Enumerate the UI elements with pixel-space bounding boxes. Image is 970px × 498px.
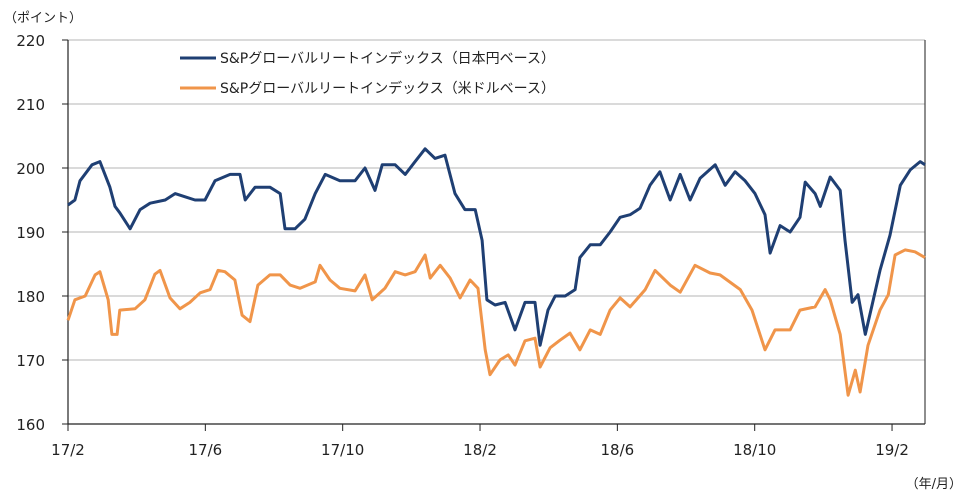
x-tick-label: 18/6 — [601, 441, 635, 459]
x-tick-label: 17/2 — [51, 441, 85, 459]
y-tick-labels: 160 170 180 190 200 210 220 — [16, 32, 45, 434]
series-line-jpy — [67, 147, 926, 347]
x-tick-labels: 17/2 17/6 17/10 18/2 18/6 18/10 19/2 — [51, 441, 909, 459]
y-tick-label: 190 — [16, 224, 45, 242]
y-tick-label: 220 — [16, 32, 45, 50]
series-lines — [66, 147, 926, 397]
legend-label-usd: S&Pグローバルリートインデックス（米ドルベース） — [220, 80, 555, 97]
y-tick-label: 170 — [16, 352, 45, 370]
y-axis-label: （ポイント） — [4, 11, 82, 26]
y-tick-label: 200 — [16, 160, 45, 178]
x-tick-label: 17/6 — [188, 441, 222, 459]
axes — [62, 39, 926, 431]
legend-label-jpy: S&Pグローバルリートインデックス（日本円ベース） — [220, 50, 555, 67]
x-tick-label: 17/10 — [321, 441, 364, 459]
x-tick-label: 18/10 — [733, 441, 776, 459]
y-tick-label: 180 — [16, 288, 45, 306]
x-axis-label: （年/月） — [906, 477, 962, 492]
y-tick-label: 160 — [16, 416, 45, 434]
legend: S&Pグローバルリートインデックス（日本円ベース） S&Pグローバルリートインデ… — [180, 50, 555, 97]
y-tick-label: 210 — [16, 96, 45, 114]
x-tick-label: 18/2 — [463, 441, 497, 459]
series-line-usd — [66, 248, 926, 397]
gridlines — [68, 39, 925, 361]
x-tick-label: 19/2 — [875, 441, 909, 459]
